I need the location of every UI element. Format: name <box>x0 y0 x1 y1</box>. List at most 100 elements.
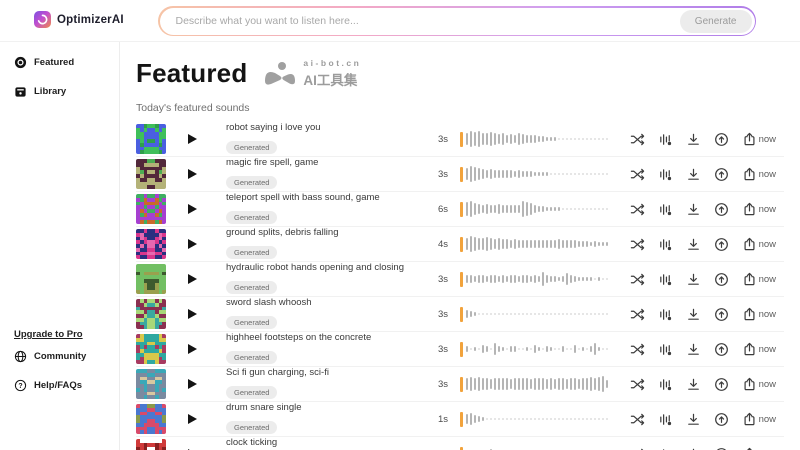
upload-icon[interactable] <box>714 307 729 322</box>
shuffle-icon[interactable] <box>630 377 645 392</box>
download-icon[interactable] <box>686 447 701 450</box>
waveform-bar <box>590 418 592 420</box>
waveform-bar <box>498 346 500 352</box>
upload-icon[interactable] <box>714 167 729 182</box>
download-icon[interactable] <box>686 307 701 322</box>
waveform-bar <box>514 313 516 315</box>
shuffle-icon[interactable] <box>630 412 645 427</box>
share-icon[interactable] <box>742 132 757 147</box>
shuffle-icon[interactable] <box>630 237 645 252</box>
sidebar-item-featured[interactable]: Featured <box>0 48 119 77</box>
waveform-bar <box>598 418 600 420</box>
download-icon[interactable] <box>686 377 701 392</box>
play-button[interactable] <box>188 379 214 389</box>
play-button[interactable] <box>188 169 214 179</box>
waveform[interactable] <box>460 268 618 290</box>
similar-sounds-icon[interactable] <box>658 307 673 322</box>
sound-meta: Sci fi gun charging, sci-fi Generated <box>226 368 422 399</box>
play-button[interactable] <box>188 309 214 319</box>
watermark-logo-icon <box>265 61 296 85</box>
sidebar-item-community[interactable]: Community <box>0 342 119 371</box>
waveform-bar <box>490 131 492 147</box>
upgrade-to-pro-link[interactable]: Upgrade to Pro <box>14 329 83 340</box>
share-icon[interactable] <box>742 237 757 252</box>
upload-icon[interactable] <box>714 412 729 427</box>
similar-sounds-icon[interactable] <box>658 447 673 450</box>
similar-sounds-icon[interactable] <box>658 237 673 252</box>
generated-badge: Generated <box>226 280 278 294</box>
shuffle-icon[interactable] <box>630 272 645 287</box>
waveform-bar <box>558 239 560 249</box>
play-button[interactable] <box>188 134 214 144</box>
share-icon[interactable] <box>742 342 757 357</box>
similar-sounds-icon[interactable] <box>658 412 673 427</box>
waveform[interactable] <box>460 128 618 150</box>
download-icon[interactable] <box>686 272 701 287</box>
waveform-bar <box>578 138 580 140</box>
upload-icon[interactable] <box>714 237 729 252</box>
share-icon[interactable] <box>742 167 757 182</box>
play-button[interactable] <box>188 274 214 284</box>
share-icon[interactable] <box>742 412 757 427</box>
download-icon[interactable] <box>686 412 701 427</box>
sound-title: clock ticking <box>226 438 278 449</box>
play-button[interactable] <box>188 344 214 354</box>
shuffle-icon[interactable] <box>630 132 645 147</box>
similar-sounds-icon[interactable] <box>658 202 673 217</box>
waveform[interactable] <box>460 408 618 430</box>
download-icon[interactable] <box>686 342 701 357</box>
sidebar-item-library[interactable]: Library <box>0 77 119 106</box>
share-icon[interactable] <box>742 307 757 322</box>
similar-sounds-icon[interactable] <box>658 342 673 357</box>
sound-thumbnail <box>136 299 166 329</box>
waveform[interactable] <box>460 373 618 395</box>
waveform-bar <box>470 348 472 350</box>
sound-duration: 3s <box>437 308 448 320</box>
waveform-bar <box>530 379 532 389</box>
download-icon[interactable] <box>686 237 701 252</box>
share-icon[interactable] <box>742 447 757 450</box>
upload-icon[interactable] <box>714 377 729 392</box>
similar-sounds-icon[interactable] <box>658 377 673 392</box>
play-button[interactable] <box>188 414 214 424</box>
brand[interactable]: OptimizerAI <box>34 11 124 28</box>
waveform-bar <box>478 416 480 422</box>
similar-sounds-icon[interactable] <box>658 272 673 287</box>
upload-icon[interactable] <box>714 447 729 450</box>
generate-button[interactable]: Generate <box>679 9 752 33</box>
waveform-bar <box>550 240 552 248</box>
shuffle-icon[interactable] <box>630 202 645 217</box>
download-icon[interactable] <box>686 202 701 217</box>
waveform[interactable] <box>460 303 618 325</box>
upload-icon[interactable] <box>714 132 729 147</box>
play-button[interactable] <box>188 204 214 214</box>
sound-thumbnail <box>136 264 166 294</box>
waveform[interactable] <box>460 198 618 220</box>
shuffle-icon[interactable] <box>630 167 645 182</box>
shuffle-icon[interactable] <box>630 342 645 357</box>
waveform-bar <box>510 313 512 315</box>
waveform[interactable] <box>460 443 618 450</box>
waveform[interactable] <box>460 338 618 360</box>
share-icon[interactable] <box>742 272 757 287</box>
share-icon[interactable] <box>742 202 757 217</box>
upload-icon[interactable] <box>714 342 729 357</box>
prompt-input[interactable] <box>173 14 680 28</box>
waveform[interactable] <box>460 233 618 255</box>
waveform-bar <box>470 311 472 317</box>
play-button[interactable] <box>188 239 214 249</box>
sidebar-item-help[interactable]: ? Help/FAQs <box>0 371 119 400</box>
waveform-bar <box>538 377 540 391</box>
shuffle-icon[interactable] <box>630 307 645 322</box>
share-icon[interactable] <box>742 377 757 392</box>
upload-icon[interactable] <box>714 202 729 217</box>
similar-sounds-icon[interactable] <box>658 132 673 147</box>
shuffle-icon[interactable] <box>630 447 645 450</box>
download-icon[interactable] <box>686 167 701 182</box>
waveform-bar <box>530 203 532 215</box>
download-icon[interactable] <box>686 132 701 147</box>
similar-sounds-icon[interactable] <box>658 167 673 182</box>
waveform-bar <box>546 171 548 177</box>
waveform[interactable] <box>460 163 618 185</box>
upload-icon[interactable] <box>714 272 729 287</box>
